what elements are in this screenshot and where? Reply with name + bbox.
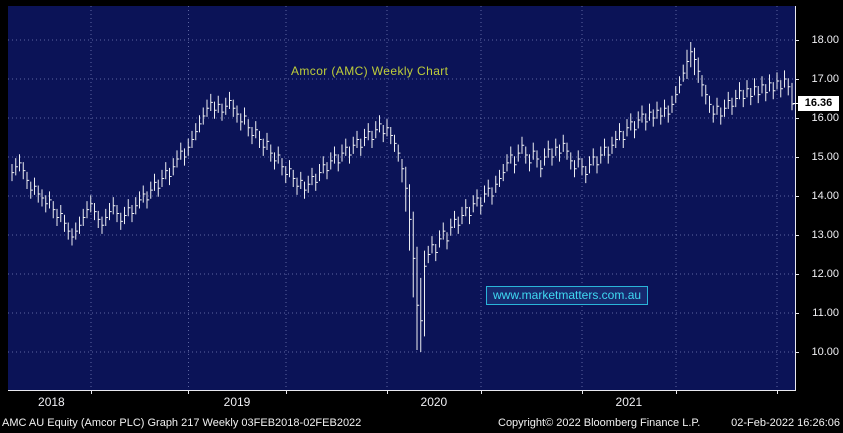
- y-axis-tick: [795, 235, 799, 236]
- y-axis-tick-label: 11.00: [812, 307, 839, 319]
- last-price-tick: [793, 103, 798, 104]
- x-axis-tick: [777, 390, 778, 394]
- y-axis-tick: [795, 274, 799, 275]
- x-axis-tick: [480, 390, 482, 394]
- y-axis-tick-label: 14.00: [811, 190, 839, 202]
- status-security-info: AMC AU Equity (Amcor PLC) Graph 217 Week…: [2, 417, 362, 429]
- x-axis-tick: [90, 390, 92, 394]
- y-axis-tick: [795, 118, 799, 119]
- x-axis-tick: [188, 390, 190, 394]
- x-axis-year-label: 2020: [420, 395, 448, 409]
- y-axis-tick-label: 15.00: [811, 151, 839, 163]
- x-axis-tick: [285, 390, 287, 394]
- x-axis-year-label: 2019: [223, 395, 251, 409]
- x-axis-year-label: 2018: [38, 395, 65, 409]
- y-axis-tick-label: 10.00: [811, 346, 839, 358]
- x-axis-tick: [387, 390, 388, 394]
- x-axis-line: [8, 390, 796, 391]
- y-axis-tick: [795, 79, 799, 80]
- x-axis-tick: [675, 390, 677, 394]
- y-axis-tick: [795, 352, 799, 353]
- x-axis-tick: [582, 390, 583, 394]
- watermark-link: www.marketmatters.com.au: [486, 286, 649, 305]
- chart-title: Amcor (AMC) Weekly Chart: [291, 64, 449, 78]
- status-bar: AMC AU Equity (Amcor PLC) Graph 217 Week…: [0, 414, 843, 433]
- status-copyright: Copyright© 2022 Bloomberg Finance L.P.: [498, 417, 701, 429]
- x-axis-year-label: 2021: [615, 395, 643, 409]
- status-datetime: 02-Feb-2022 16:26:06: [731, 417, 840, 429]
- y-axis-tick: [795, 157, 799, 158]
- y-axis-tick-label: 12.00: [811, 268, 839, 280]
- y-axis-tick-label: 17.00: [811, 73, 839, 85]
- y-axis-tick: [795, 40, 799, 41]
- y-axis-line: [795, 6, 796, 390]
- y-axis-tick-label: 18.00: [811, 34, 839, 46]
- last-price-badge: 16.36: [798, 96, 839, 111]
- price-chart-canvas[interactable]: [8, 6, 795, 390]
- y-axis-tick-label: 13.00: [811, 229, 839, 241]
- y-axis-tick-label: 16.00: [811, 112, 839, 124]
- y-axis-tick: [795, 313, 799, 314]
- y-axis-tick: [795, 196, 799, 197]
- price-chart-plot-area[interactable]: [8, 6, 795, 390]
